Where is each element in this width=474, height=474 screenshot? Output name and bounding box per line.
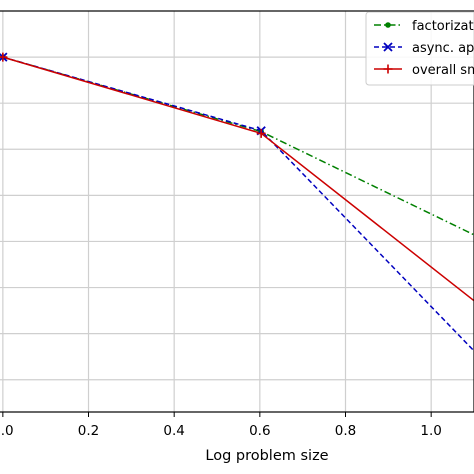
legend-marker [383, 42, 393, 52]
x-tick-label: 0.4 [163, 423, 184, 439]
legend-label: overall sm [412, 63, 474, 78]
x-axis: 0.0 0.2 0.4 0.6 0.8 1.0 [0, 412, 442, 439]
data-point-marker [0, 52, 8, 62]
markers [0, 52, 266, 138]
legend-label: async. ap [412, 41, 474, 56]
legend-label: factorizat [412, 19, 474, 34]
legend-entries: factorizat async. ap overall sm [374, 19, 474, 78]
x-tick-label: 1.0 [420, 423, 441, 439]
legend-marker [383, 64, 393, 74]
legend-marker [385, 22, 391, 28]
data-point-marker [256, 128, 266, 138]
plot-frame [0, 10, 474, 413]
x-tick-label: 0.6 [249, 423, 270, 439]
legend: factorizat async. ap overall sm [365, 11, 474, 86]
grid [0, 11, 474, 412]
x-tick-label: 0.0 [0, 423, 14, 439]
legend-box [365, 11, 474, 86]
x-tick-label: 0.2 [78, 423, 99, 439]
x-axis-label: Log problem size [205, 448, 328, 464]
x-tick-label: 0.8 [335, 423, 356, 439]
